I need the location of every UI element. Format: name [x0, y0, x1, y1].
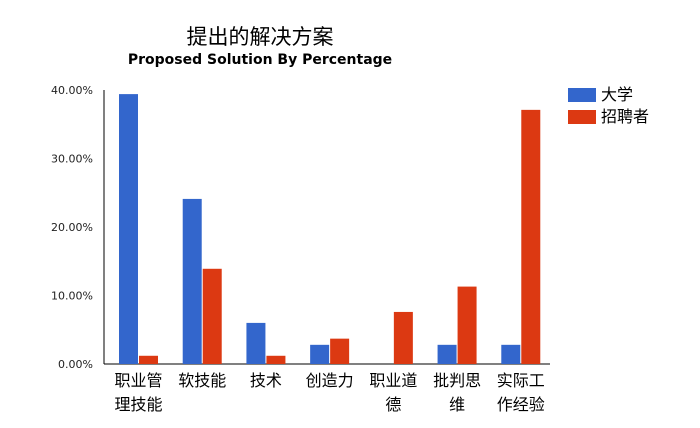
chart-subtitle: Proposed Solution By Percentage: [128, 52, 392, 68]
x-tick-label: 维: [449, 395, 465, 414]
x-tick-label: 技术: [250, 371, 282, 390]
bar-recruiter-6: [457, 286, 477, 364]
x-tick-label: 批判思: [433, 371, 481, 390]
bar-recruiter-1: [139, 355, 158, 364]
legend-label: 大学: [601, 85, 633, 104]
bar-recruiter-4: [330, 338, 350, 364]
legend-swatch: [568, 110, 596, 124]
x-tick-label: 创造力: [306, 371, 354, 390]
x-tick-label: 理技能: [114, 395, 162, 414]
bar-recruiter-2: [202, 268, 222, 364]
chart-title: 提出的解决方案: [187, 25, 334, 49]
x-tick-label: 作经验: [497, 395, 545, 414]
bar-university-2: [182, 198, 202, 364]
bar-recruiter-7: [521, 109, 541, 365]
y-tick-label: 30.00%: [51, 153, 93, 166]
y-tick-label: 10.00%: [51, 290, 93, 303]
bars-group: [119, 94, 541, 365]
bar-recruiter-5: [393, 311, 413, 364]
x-tick-label: 德: [385, 395, 401, 414]
x-tick-label: 实际工: [497, 371, 545, 390]
bar-university-3: [246, 322, 266, 364]
x-tick-label: 职业道: [369, 371, 417, 390]
y-tick-label: 40.00%: [51, 84, 93, 97]
y-tick-label: 20.00%: [51, 221, 93, 234]
bar-university-6: [437, 344, 457, 364]
legend-label: 招聘者: [601, 107, 649, 126]
bar-university-7: [501, 344, 521, 364]
bar-university-4: [310, 344, 330, 364]
legend-swatch: [568, 88, 596, 102]
bar-university-1: [119, 94, 138, 365]
bar-recruiter-3: [266, 355, 286, 364]
x-tick-label: 软技能: [178, 371, 226, 390]
y-axis-ticks: 0.00% 10.00% 20.00% 30.00% 40.00%: [51, 84, 93, 371]
y-tick-label: 0.00%: [58, 358, 93, 371]
x-tick-label: 职业管: [114, 371, 162, 390]
